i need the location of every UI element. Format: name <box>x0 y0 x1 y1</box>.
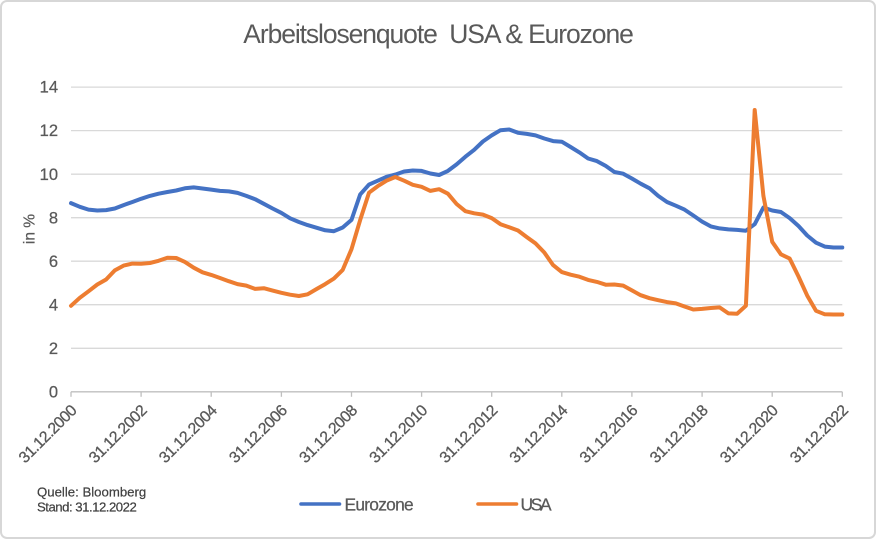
svg-text:8: 8 <box>49 209 58 227</box>
svg-text:USA: USA <box>521 495 553 515</box>
svg-text:Quelle: Bloomberg: Quelle: Bloomberg <box>37 485 146 500</box>
svg-text:Eurozone: Eurozone <box>345 495 414 515</box>
svg-text:0: 0 <box>49 383 58 401</box>
svg-text:Arbeitslosenquote USA & Euroz: Arbeitslosenquote USA & Eurozone <box>243 19 633 49</box>
svg-text:2: 2 <box>49 340 58 358</box>
svg-text:in %: in % <box>21 214 38 244</box>
svg-text:10: 10 <box>40 166 58 184</box>
svg-text:6: 6 <box>49 253 58 271</box>
svg-text:Stand: 31.12.2022: Stand: 31.12.2022 <box>37 500 136 515</box>
svg-text:14: 14 <box>40 79 58 97</box>
svg-text:4: 4 <box>49 296 58 314</box>
svg-text:12: 12 <box>40 122 58 140</box>
